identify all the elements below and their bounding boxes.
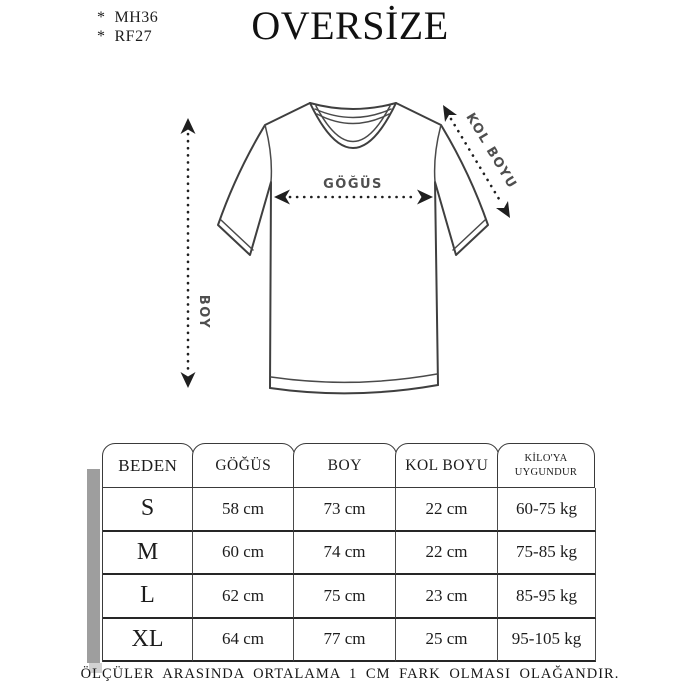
header-cell-beden: BEDEN <box>102 443 194 488</box>
tshirt-shape <box>217 102 489 395</box>
length-label: BOY <box>196 295 211 329</box>
size-table-body: S 58 cm 73 cm 22 cm 60-75 kg M 60 cm 74 … <box>102 488 596 662</box>
size-table-header: BEDEN GÖĞÜS BOY KOL BOYU KİLO'YA UYGUNDU… <box>102 443 595 488</box>
product-code-1: * MH36 <box>97 9 159 26</box>
size-cell: L <box>103 575 193 619</box>
size-cell: XL <box>103 618 193 662</box>
length-cell: 75 cm <box>294 575 396 619</box>
table-row: M 60 cm 74 cm 22 cm 75-85 kg <box>103 531 596 575</box>
product-codes: * MH36 * RF27 <box>97 8 158 46</box>
header-cell-kilo: KİLO'YA UYGUNDUR <box>497 443 595 488</box>
chest-cell: 62 cm <box>193 575 294 619</box>
sleeve-cell: 22 cm <box>396 488 498 532</box>
weight-cell: 85-95 kg <box>498 575 596 619</box>
table-row: L 62 cm 75 cm 23 cm 85-95 kg <box>103 575 596 619</box>
table-left-shadow <box>87 469 100 663</box>
sleeve-cell: 22 cm <box>396 531 498 575</box>
weight-cell: 60-75 kg <box>498 488 596 532</box>
product-code-2: * RF27 <box>97 28 153 45</box>
weight-cell: 95-105 kg <box>498 618 596 662</box>
tshirt-outline-drawing: GÖĞÜS BOY KOL BOYU <box>180 102 520 395</box>
chest-cell: 60 cm <box>193 531 294 575</box>
note-text: ÖLÇÜLER ARASINDA ORTALAMA 1 CM FARK OLMA… <box>80 666 620 682</box>
length-cell: 73 cm <box>294 488 396 532</box>
tshirt-measurement-diagram: GÖĞÜS BOY KOL BOYU <box>150 85 550 415</box>
size-cell: M <box>103 531 193 575</box>
chest-arrow <box>274 189 433 205</box>
table-row: S 58 cm 73 cm 22 cm 60-75 kg <box>103 488 596 532</box>
size-table: BEDEN GÖĞÜS BOY KOL BOYU KİLO'YA UYGUNDU… <box>102 443 596 662</box>
chest-cell: 64 cm <box>193 618 294 662</box>
table-row: XL 64 cm 77 cm 25 cm 95-105 kg <box>103 618 596 662</box>
header-cell-kolboyu: KOL BOYU <box>395 443 499 488</box>
chest-label: GÖĞÜS <box>323 176 383 192</box>
length-cell: 74 cm <box>294 531 396 575</box>
page-title: OVERSİZE <box>251 3 449 48</box>
sleeve-cell: 23 cm <box>396 575 498 619</box>
header-cell-boy: BOY <box>293 443 397 488</box>
size-cell: S <box>103 488 193 532</box>
length-arrow <box>180 118 196 388</box>
sleeve-cell: 25 cm <box>396 618 498 662</box>
table-shadow-stub <box>89 663 102 673</box>
length-cell: 77 cm <box>294 618 396 662</box>
header-cell-gogus: GÖĞÜS <box>192 443 295 488</box>
weight-cell: 75-85 kg <box>498 531 596 575</box>
chest-cell: 58 cm <box>193 488 294 532</box>
sleeve-label: KOL BOYU <box>462 111 519 192</box>
sleeve-arrow <box>443 105 510 218</box>
